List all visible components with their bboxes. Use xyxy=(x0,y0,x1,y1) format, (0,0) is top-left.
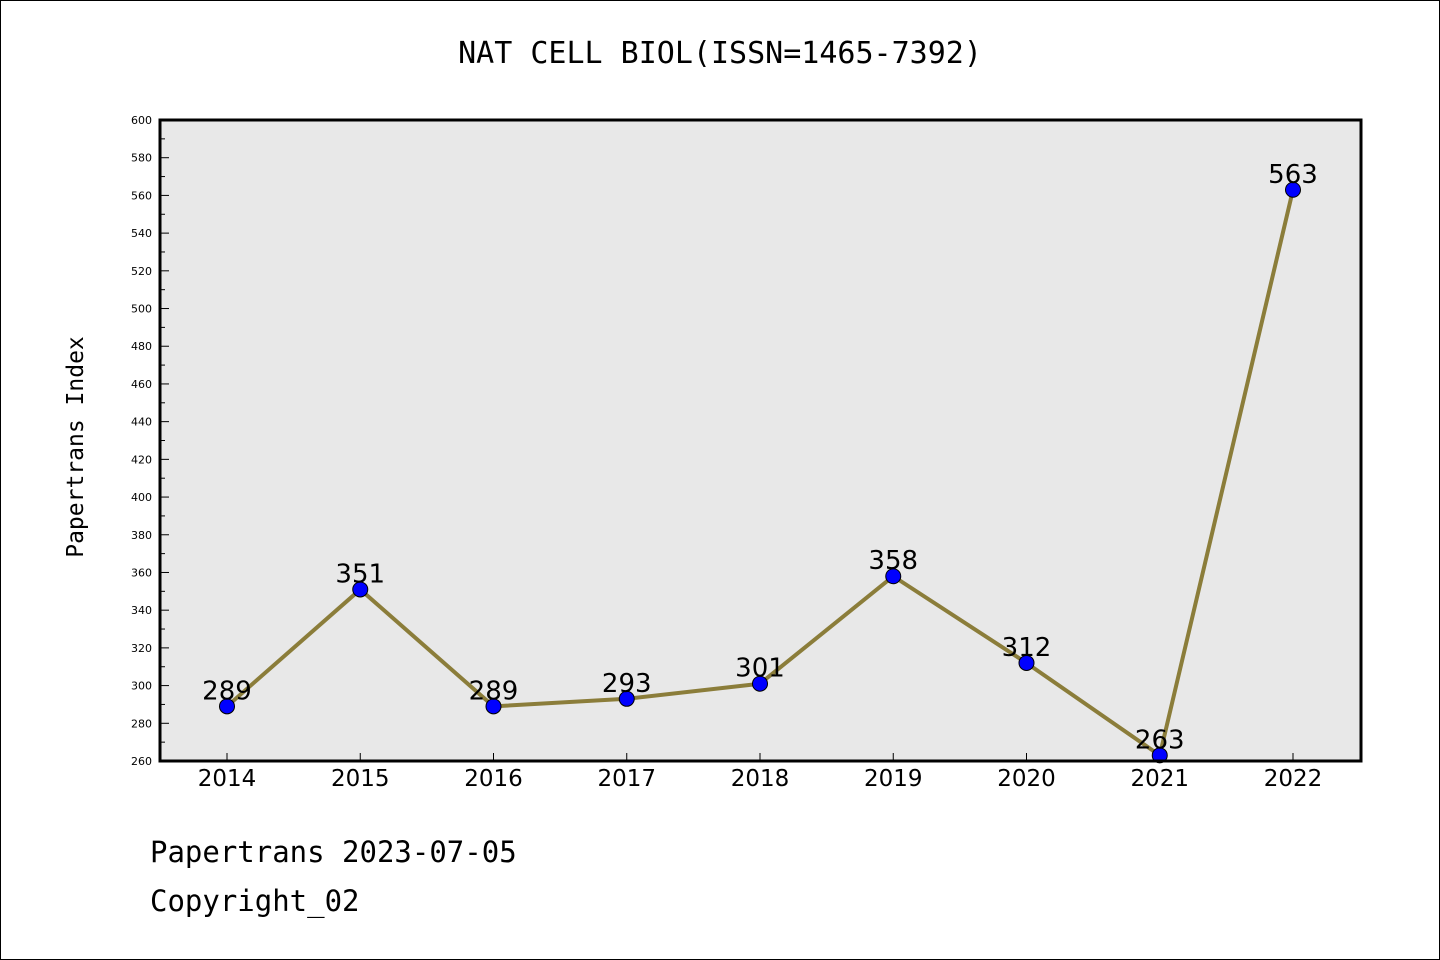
y-tick-label: 480 xyxy=(131,340,152,353)
y-tick-label: 560 xyxy=(131,189,152,202)
y-tick-label: 500 xyxy=(131,303,152,316)
data-point xyxy=(219,698,235,715)
data-label: 312 xyxy=(1002,633,1052,663)
data-label: 289 xyxy=(469,676,519,706)
y-tick-label: 400 xyxy=(131,491,152,504)
x-tick-label: 2018 xyxy=(731,766,790,792)
data-point xyxy=(885,568,902,585)
chart-title: NAT CELL BIOL(ISSN=1465-7392) xyxy=(458,36,982,71)
y-tick-label: 280 xyxy=(131,717,152,730)
data-label: 263 xyxy=(1135,725,1185,755)
y-tick-label: 260 xyxy=(131,755,152,768)
x-tick-label: 2021 xyxy=(1130,766,1189,792)
data-label: 293 xyxy=(602,669,652,699)
plot-area xyxy=(160,120,1361,761)
data-point xyxy=(1018,654,1035,671)
x-tick-label: 2022 xyxy=(1264,766,1323,792)
data-point xyxy=(1151,747,1168,764)
x-tick-label: 2019 xyxy=(864,766,923,792)
y-tick-label: 420 xyxy=(131,453,152,466)
data-point xyxy=(618,690,635,707)
y-tick-label: 520 xyxy=(131,265,152,278)
data-label: 358 xyxy=(868,546,918,576)
data-label: 351 xyxy=(335,559,385,589)
y-tick-label: 380 xyxy=(131,529,152,542)
data-label: 563 xyxy=(1268,160,1318,190)
y-tick-label: 340 xyxy=(131,604,152,617)
x-tick-label: 2016 xyxy=(464,766,523,792)
data-point xyxy=(752,675,768,692)
x-tick-label: 2020 xyxy=(997,766,1056,792)
y-tick-label: 600 xyxy=(131,114,152,127)
y-tick-label: 300 xyxy=(131,680,152,693)
x-tick-label: 2017 xyxy=(597,766,656,792)
data-point xyxy=(485,698,502,715)
y-tick-label: 580 xyxy=(131,152,152,165)
plot-border xyxy=(158,118,1363,763)
data-label: 301 xyxy=(735,654,785,684)
x-tick-label: 2014 xyxy=(198,766,257,792)
y-tick-label: 360 xyxy=(131,566,152,579)
y-tick-label: 460 xyxy=(131,378,152,391)
x-tick-label: 2015 xyxy=(331,766,390,792)
y-tick-label: 540 xyxy=(131,227,152,240)
data-point xyxy=(352,581,369,598)
data-label: 289 xyxy=(202,676,252,706)
footer-copyright: Copyright_02 xyxy=(150,884,360,918)
y-tick-label: 440 xyxy=(131,416,152,429)
y-tick-label: 320 xyxy=(131,642,152,655)
data-point xyxy=(1285,181,1301,198)
footer-date: Papertrans 2023-07-05 xyxy=(150,835,517,869)
